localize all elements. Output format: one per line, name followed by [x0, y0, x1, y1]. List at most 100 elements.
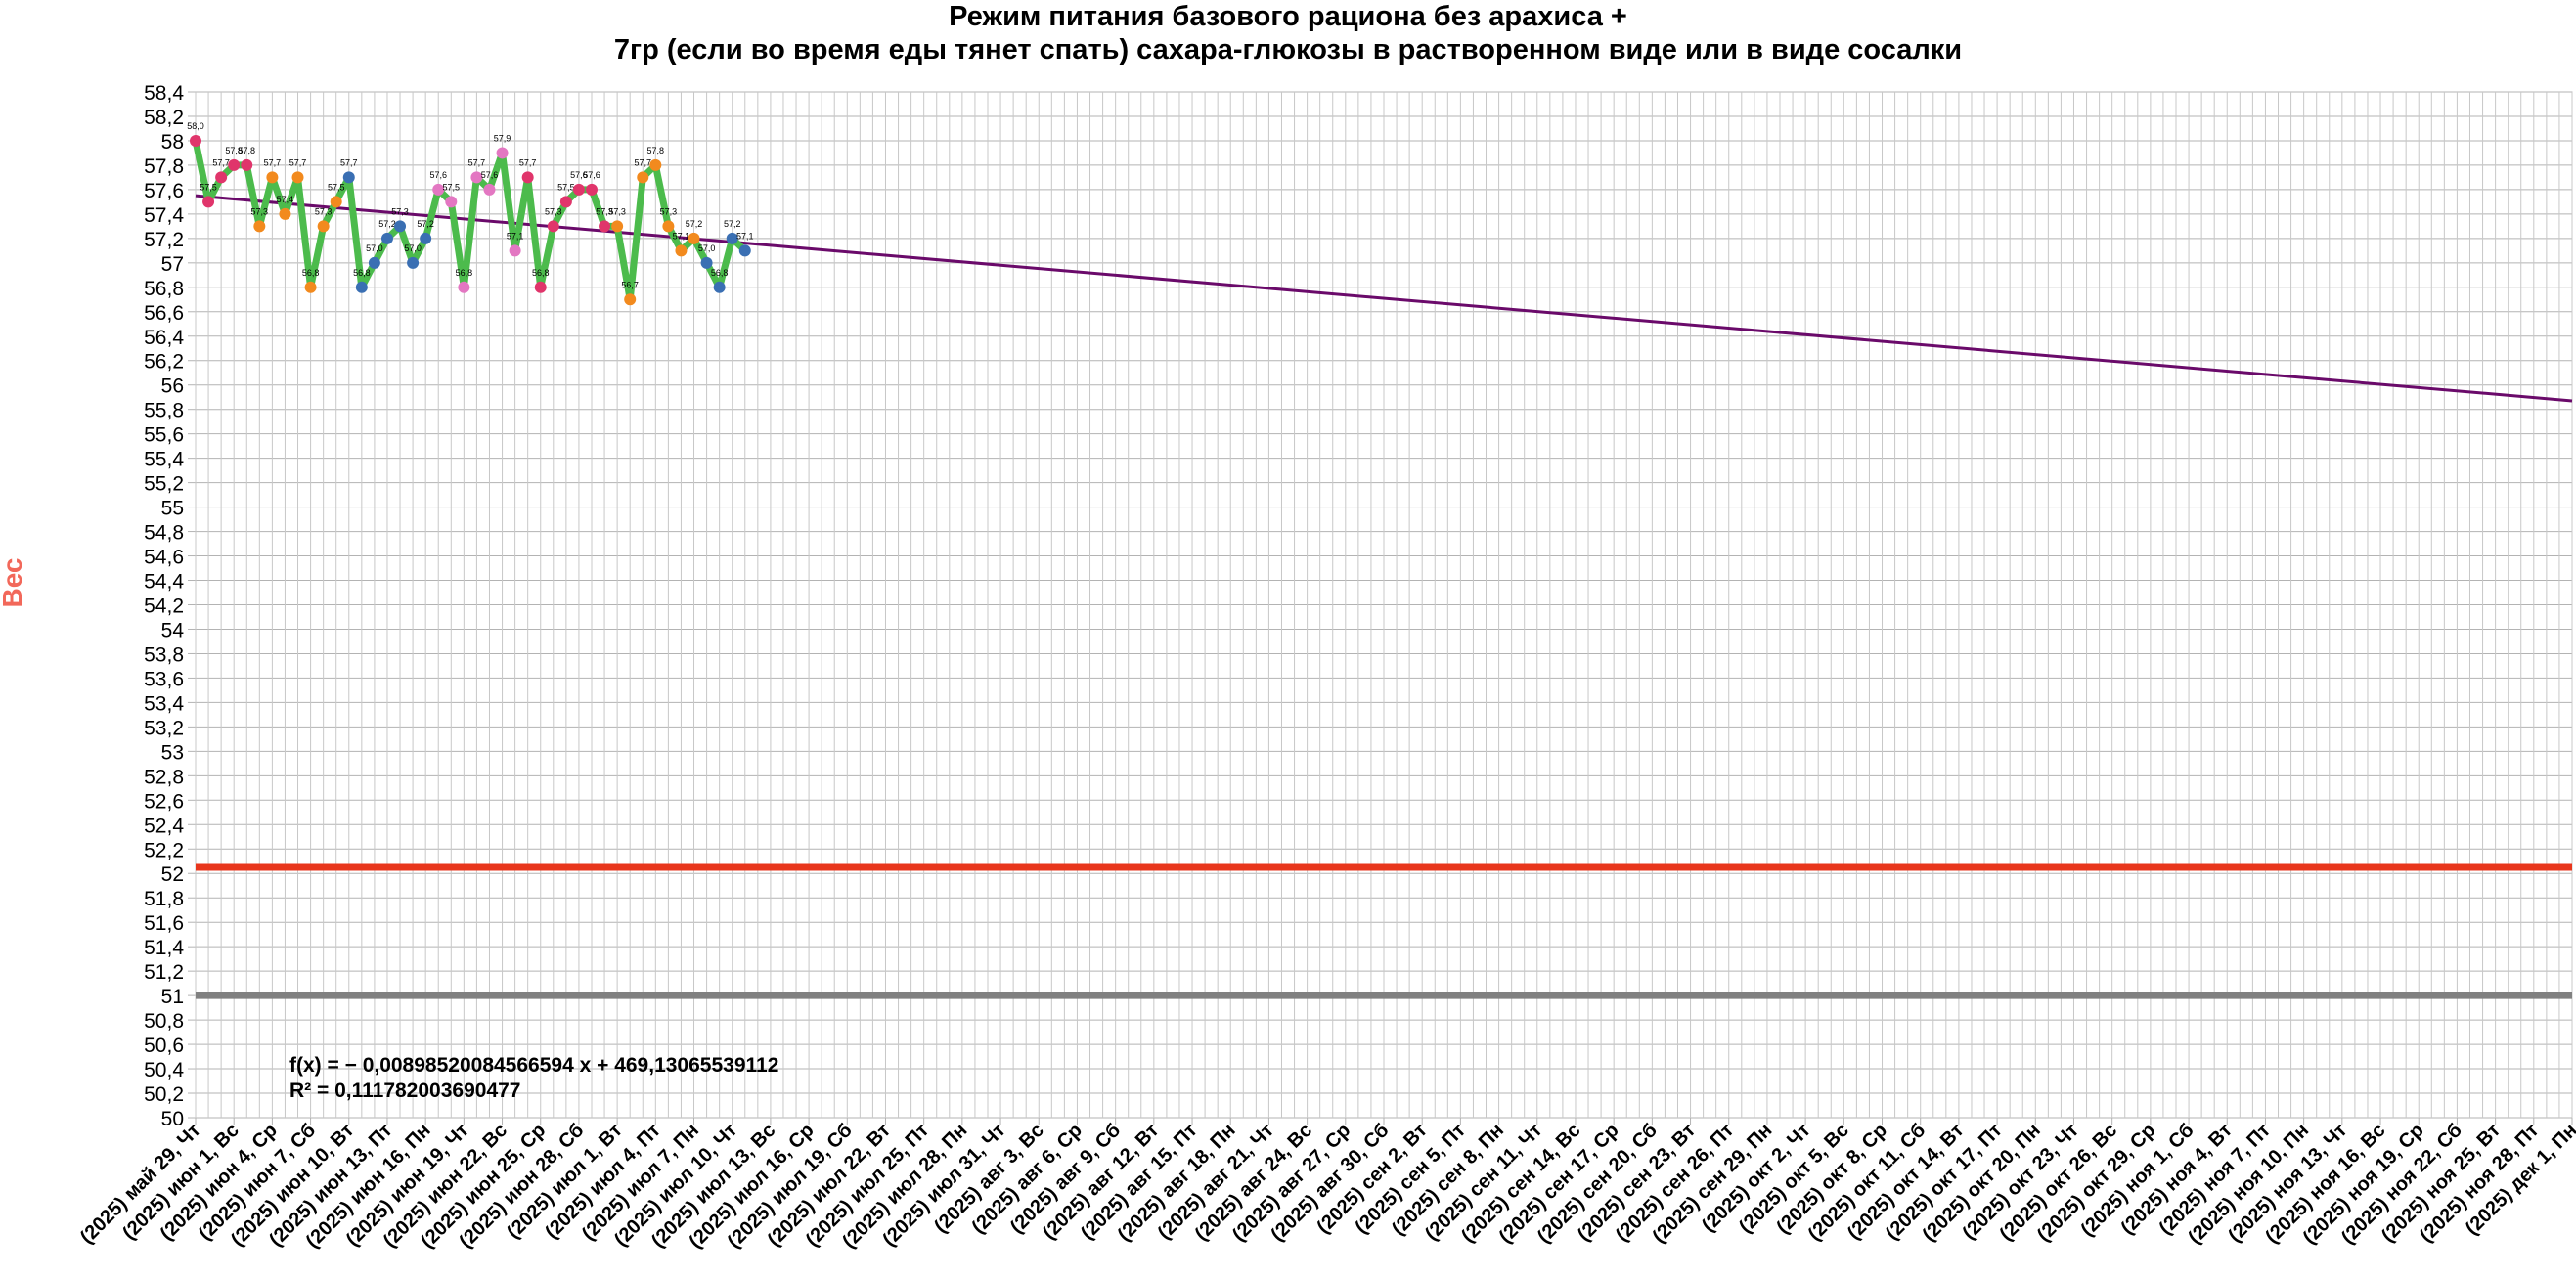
data-label: 57,1	[736, 231, 754, 241]
data-point	[547, 220, 559, 233]
data-point	[726, 232, 738, 244]
y-tick-label: 54,8	[144, 522, 184, 545]
y-tick-label: 52,2	[144, 839, 184, 861]
data-label: 57,1	[507, 231, 524, 241]
data-label: 57,2	[686, 219, 703, 229]
data-point	[559, 196, 572, 208]
data-label: 57,5	[557, 182, 575, 192]
y-tick-label: 50,8	[144, 1010, 184, 1033]
y-tick-label: 57,6	[144, 180, 184, 202]
y-tick-label: 56	[161, 375, 184, 398]
data-label: 56,8	[353, 268, 371, 278]
data-label: 57,3	[608, 206, 626, 216]
data-label: 57,0	[366, 243, 383, 253]
regression-r-squared: R² = 0,111782003690477	[289, 1080, 521, 1102]
data-label: 57,5	[443, 182, 461, 192]
trend-line	[195, 194, 2573, 403]
data-point	[713, 281, 726, 293]
data-point	[572, 183, 585, 196]
data-point	[202, 196, 215, 208]
y-tick-label: 58	[161, 131, 184, 154]
y-tick-label: 51	[161, 986, 184, 1008]
data-label: 57,4	[277, 195, 294, 204]
data-label: 56,7	[621, 280, 639, 289]
data-label: 57,7	[634, 157, 651, 167]
data-point	[509, 244, 521, 257]
data-point	[342, 171, 355, 184]
data-point	[637, 171, 649, 184]
y-tick-label: 57,2	[144, 229, 184, 251]
y-tick-label: 56,4	[144, 327, 184, 349]
y-tick-label: 53,4	[144, 692, 184, 715]
data-point	[407, 256, 420, 269]
data-point	[241, 158, 253, 171]
y-tick-label: 51,4	[144, 937, 184, 959]
y-tick-label: 50,2	[144, 1083, 184, 1106]
data-point	[688, 232, 700, 244]
y-tick-label: 55	[161, 498, 184, 520]
data-label: 57,1	[673, 231, 690, 241]
data-point	[611, 220, 624, 233]
data-point	[445, 196, 458, 208]
data-point	[420, 232, 432, 244]
data-label: 57,0	[698, 243, 716, 253]
data-label: 57,8	[225, 146, 243, 155]
data-label: 57,2	[417, 219, 434, 229]
y-tick-label: 57,4	[144, 204, 184, 227]
data-point	[496, 147, 509, 159]
data-label: 57,9	[494, 133, 511, 143]
data-label: 57,7	[340, 157, 358, 167]
data-point	[432, 183, 445, 196]
data-label: 56,8	[711, 268, 729, 278]
y-tick-label: 52,6	[144, 790, 184, 813]
data-point	[662, 220, 675, 233]
data-point	[266, 171, 279, 184]
y-tick-label: 55,4	[144, 449, 184, 471]
data-label: 56,8	[302, 268, 320, 278]
chart-title-line-1: Режим питания базового рациона без арахи…	[949, 1, 1627, 32]
data-point	[675, 244, 688, 257]
y-tick-label: 55,2	[144, 473, 184, 496]
data-point	[291, 171, 304, 184]
data-label: 57,3	[315, 206, 333, 216]
data-label: 57,3	[545, 206, 562, 216]
data-point	[355, 281, 368, 293]
data-point	[394, 220, 407, 233]
data-label: 57,6	[481, 170, 499, 180]
y-tick-label: 57	[161, 253, 184, 276]
data-label: 57,6	[429, 170, 447, 180]
data-label: 56,8	[456, 268, 473, 278]
data-label: 57,7	[519, 157, 537, 167]
y-tick-label: 52	[161, 863, 184, 886]
y-tick-label: 53,8	[144, 643, 184, 666]
data-label: 57,3	[251, 206, 269, 216]
data-point	[649, 158, 662, 171]
data-label: 57,3	[596, 206, 613, 216]
data-point	[470, 171, 483, 184]
y-tick-label: 58,2	[144, 107, 184, 129]
data-point	[190, 134, 201, 147]
chart-title-line-2: 7гр (если во время еды тянет спать) саха…	[613, 34, 1963, 66]
y-tick-label: 55,6	[144, 424, 184, 447]
data-label: 57,3	[391, 206, 409, 216]
y-tick-label: 56,8	[144, 278, 184, 300]
y-tick-label: 54,4	[144, 571, 184, 594]
data-label: 57,6	[570, 170, 588, 180]
data-point	[304, 281, 317, 293]
data-point	[380, 232, 393, 244]
data-point	[700, 256, 713, 269]
data-point	[279, 207, 291, 220]
y-tick-label: 58,4	[144, 82, 184, 105]
data-label: 56,8	[532, 268, 550, 278]
y-tick-label: 50,6	[144, 1035, 184, 1057]
data-point	[534, 281, 547, 293]
data-label: 57,7	[212, 157, 230, 167]
y-tick-label: 53,2	[144, 717, 184, 739]
data-label: 57,8	[238, 146, 255, 155]
y-tick-label: 57,8	[144, 155, 184, 178]
y-tick-label: 53	[161, 741, 184, 764]
data-point	[228, 158, 241, 171]
data-label: 57,8	[647, 146, 665, 155]
y-tick-label: 54,2	[144, 595, 184, 618]
